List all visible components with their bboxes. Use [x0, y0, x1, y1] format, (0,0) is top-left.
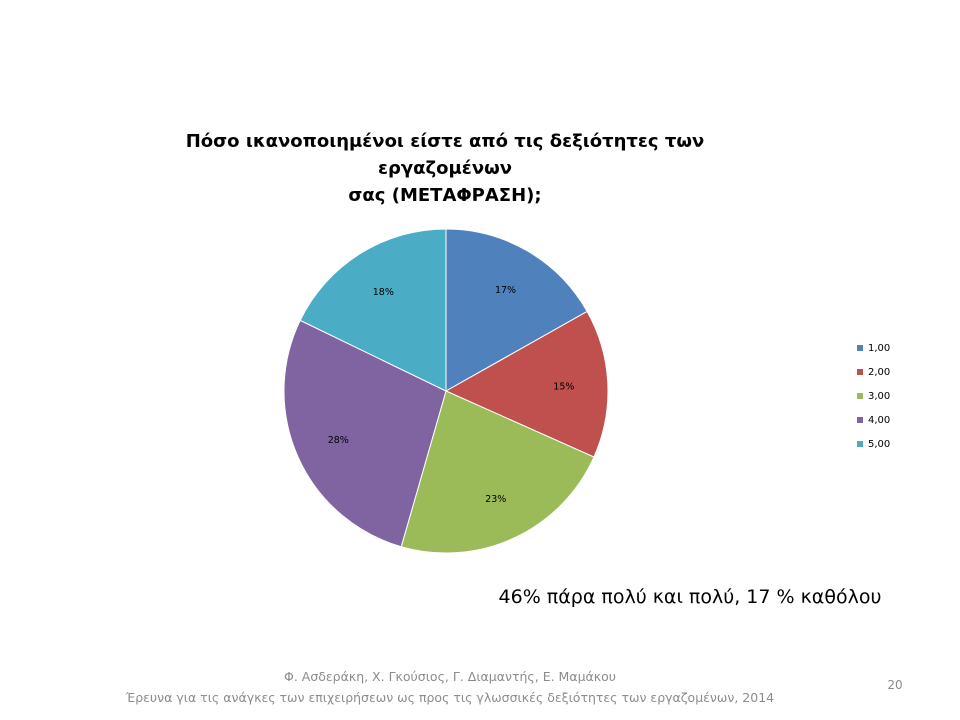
data-label-1: 17%	[495, 285, 516, 296]
page-number: 20	[887, 678, 903, 692]
legend-item-4: 4,00	[857, 408, 947, 432]
pie-slice-5	[299, 228, 447, 392]
summary-text: 46% πάρα πολύ και πολύ, 17 % καθόλου	[498, 586, 882, 608]
pie-slice-1	[445, 228, 588, 392]
data-label-4: 28%	[328, 435, 349, 446]
legend-label: 2,00	[868, 366, 891, 378]
chart-title: Πόσο ικανοποιημένοι είστε από τις δεξιότ…	[120, 128, 770, 209]
data-label-5: 18%	[373, 287, 394, 298]
pie-slice-3	[400, 390, 595, 554]
legend-label: 1,00	[868, 342, 891, 354]
slide-footer: Φ. Ασδεράκη, Χ. Γκούσιος, Γ. Διαμαντής, …	[60, 666, 840, 708]
footer-authors: Φ. Ασδεράκη, Χ. Γκούσιος, Γ. Διαμαντής, …	[283, 669, 617, 684]
legend-swatch	[857, 393, 863, 399]
legend-item-1: 1,00	[857, 336, 947, 360]
pie-slice-4	[283, 319, 447, 548]
legend-swatch	[857, 345, 863, 351]
legend-swatch	[857, 441, 863, 447]
data-label-3: 23%	[485, 494, 506, 505]
chart-title-line-2: σας (ΜΕΤΑΦΡΑΣΗ);	[348, 185, 542, 206]
data-label-2: 15%	[553, 381, 574, 392]
legend-label: 5,00	[868, 438, 891, 450]
legend-item-5: 5,00	[857, 432, 947, 456]
legend-swatch	[857, 417, 863, 423]
chart-legend: 1,00 2,00 3,00 4,00 5,00	[857, 336, 947, 456]
legend-label: 3,00	[868, 390, 891, 402]
legend-label: 4,00	[868, 414, 891, 426]
chart-title-line-1: Πόσο ικανοποιημένοι είστε από τις δεξιότ…	[185, 131, 705, 179]
legend-item-3: 3,00	[857, 384, 947, 408]
pie-slice-2	[444, 310, 609, 458]
legend-swatch	[857, 369, 863, 375]
footer-source: Έρευνα για τις ανάγκες των επιχειρήσεων …	[125, 690, 775, 705]
legend-item-2: 2,00	[857, 360, 947, 384]
